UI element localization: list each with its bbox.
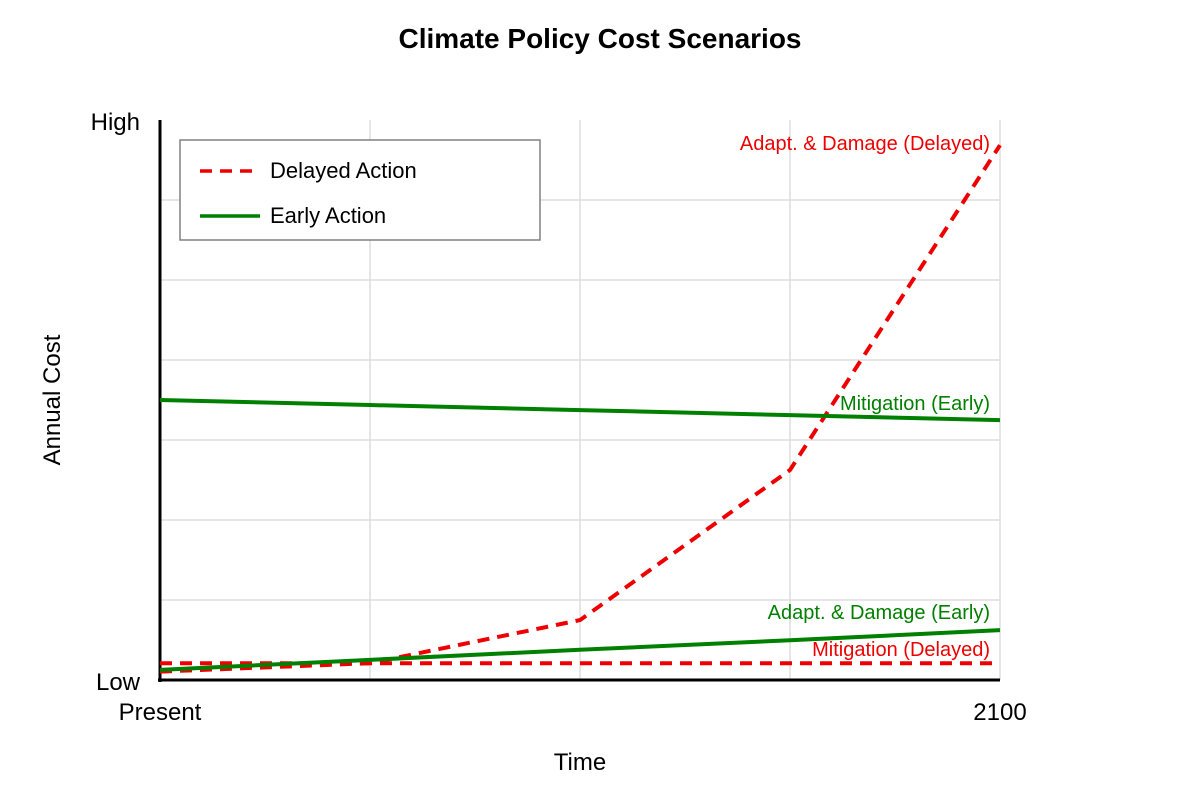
y-tick-label-high: High — [91, 109, 140, 136]
x-tick-label-start: Present — [119, 699, 202, 726]
series-line-mitigation-early — [159, 398, 1001, 423]
y-axis-label: Annual Cost — [39, 334, 66, 465]
x-axis-label: Time — [554, 749, 606, 776]
series-lines — [159, 144, 1002, 674]
series-line-adapt-damage-delayed — [159, 144, 1002, 674]
legend-label-delayed-action: Delayed Action — [270, 158, 417, 183]
chart-title: Climate Policy Cost Scenarios — [398, 23, 801, 54]
series-label-mitigation-early: Mitigation (Early) — [840, 393, 990, 415]
y-tick-label-low: Low — [96, 669, 141, 696]
legend-label-early-action: Early Action — [270, 203, 386, 228]
series-line-adapt-damage-early — [159, 628, 1001, 672]
series-label-adapt-damage-delayed: Adapt. & Damage (Delayed) — [740, 133, 990, 155]
series-labels: Adapt. & Damage (Delayed) Mitigation (Del… — [740, 133, 990, 661]
series-label-adapt-damage-early: Adapt. & Damage (Early) — [768, 602, 990, 624]
legend-box — [179, 139, 541, 241]
x-tick-label-end: 2100 — [973, 699, 1026, 726]
series-label-mitigation-delayed: Mitigation (Delayed) — [812, 639, 990, 661]
grid — [160, 120, 1001, 680]
legend: Delayed Action Early Action — [179, 139, 541, 241]
